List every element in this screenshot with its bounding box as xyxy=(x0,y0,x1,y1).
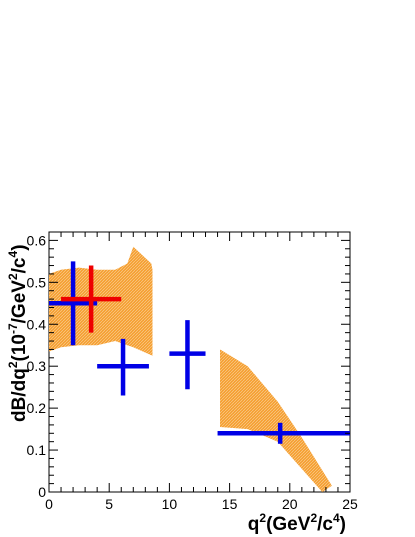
y-tick-label: 0.4 xyxy=(27,316,47,332)
y-tick-label: 0 xyxy=(38,484,46,500)
x-tick-label: 5 xyxy=(105,496,113,512)
x-title-sup3: 4 xyxy=(333,511,340,525)
x-tick-label: 10 xyxy=(162,496,178,512)
x-tick-label: 25 xyxy=(342,496,358,512)
y-title-sup3: 2 xyxy=(6,273,20,280)
y-title-sup2: -7 xyxy=(6,323,20,334)
x-axis-title: q2(GeV2/c4) xyxy=(248,511,346,535)
axis-ticks xyxy=(48,231,351,493)
tick-labels: 0 5 10 15 20 25 0 0.1 0.2 0.3 0.4 0.5 0.6 xyxy=(27,232,358,512)
x-tick-label: 15 xyxy=(222,496,238,512)
y-title-end: ) xyxy=(9,244,30,250)
band-2 xyxy=(220,349,332,492)
y-title-sup4: 4 xyxy=(6,250,20,257)
y-tick-label: 0.1 xyxy=(27,442,47,458)
y-tick-label: 0.5 xyxy=(27,274,47,290)
x-title-mid: (GeV xyxy=(266,514,311,535)
y-title-mid: (10 xyxy=(9,334,30,361)
x-title-end: ) xyxy=(340,514,346,535)
error-bars xyxy=(49,261,350,444)
x-title-sup1: 2 xyxy=(259,511,266,525)
y-tick-label: 0.3 xyxy=(27,358,47,374)
y-title-slash2: /c xyxy=(9,257,30,273)
x-title-sup2: 2 xyxy=(310,511,317,525)
x-tick-label: 20 xyxy=(282,496,298,512)
plot-frame xyxy=(48,231,351,493)
y-title-sup1: 2 xyxy=(6,361,20,368)
x-title-base: q xyxy=(248,514,260,535)
y-title-base: dB/dq xyxy=(9,368,30,422)
x-tick-label: 0 xyxy=(45,496,53,512)
y-title-slash: /GeV xyxy=(9,280,30,324)
x-title-slash: /c xyxy=(317,514,333,535)
y-axis-title: dB/dq2(10-7/GeV2/c4) xyxy=(6,244,30,422)
y-tick-label: 0.2 xyxy=(27,400,47,416)
y-tick-label: 0.6 xyxy=(27,232,47,248)
